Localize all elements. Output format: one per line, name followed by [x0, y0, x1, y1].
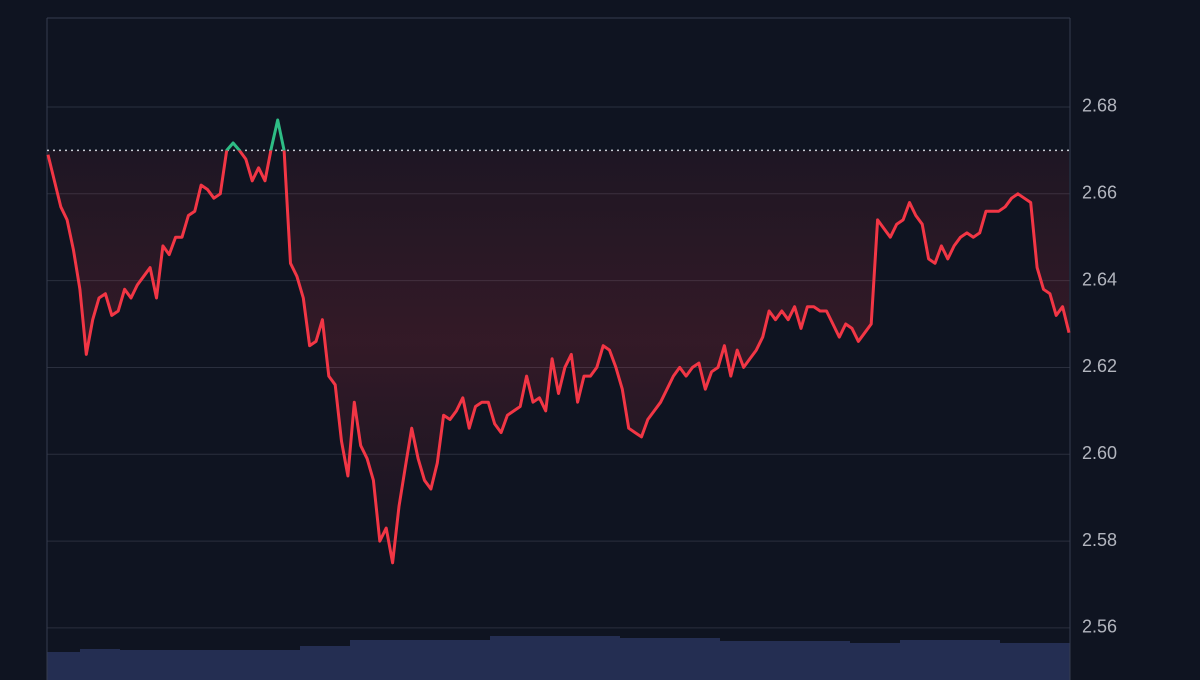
y-tick-label: 2.62: [1082, 356, 1117, 376]
y-tick-label: 2.64: [1082, 269, 1117, 289]
y-tick-label: 2.56: [1082, 617, 1117, 637]
y-tick-label: 2.68: [1082, 96, 1117, 116]
plot: [46, 118, 1071, 565]
y-tick-label: 2.58: [1082, 530, 1117, 550]
price-line-down: [46, 150, 1071, 565]
y-tick-label: 2.60: [1082, 443, 1117, 463]
y-tick-label: 2.66: [1082, 183, 1117, 203]
area-fill: [48, 150, 1069, 563]
volume-band: [47, 636, 1070, 680]
